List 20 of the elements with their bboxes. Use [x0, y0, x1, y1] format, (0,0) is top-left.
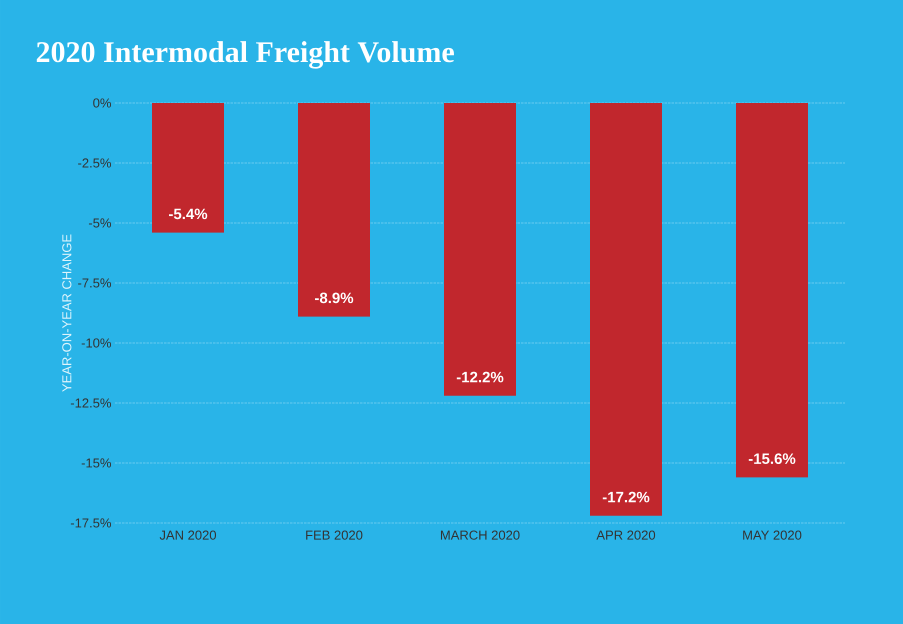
- chart-title: 2020 Intermodal Freight Volume: [36, 41, 454, 69]
- y-axis-title: YEAR-ON-YEAR CHANGE: [62, 234, 72, 392]
- y-tick-label: -5%: [88, 218, 112, 228]
- data-label: -5.4%: [168, 208, 208, 220]
- y-tick-label: -17.5%: [70, 518, 112, 528]
- y-tick-label: -7.5%: [78, 278, 112, 288]
- y-tick-label: -10%: [82, 338, 112, 348]
- x-tick-label: JAN 2020: [160, 530, 216, 540]
- data-label: -8.9%: [314, 292, 354, 304]
- y-tick-label: -12.5%: [70, 398, 112, 408]
- x-tick-label: APR 2020: [596, 530, 656, 540]
- y-tick-label: -15%: [82, 458, 112, 468]
- y-tick-label: 0%: [93, 98, 112, 108]
- data-label: -17.2%: [602, 492, 650, 502]
- x-tick-label: MAY 2020: [743, 530, 802, 540]
- data-label: -15.6%: [748, 453, 796, 464]
- x-tick-label: MARCH 2020: [440, 530, 520, 540]
- data-label: -12.2%: [456, 372, 504, 382]
- x-tick-label: FEB 2020: [306, 530, 362, 540]
- y-tick-label: -2.5%: [78, 158, 112, 168]
